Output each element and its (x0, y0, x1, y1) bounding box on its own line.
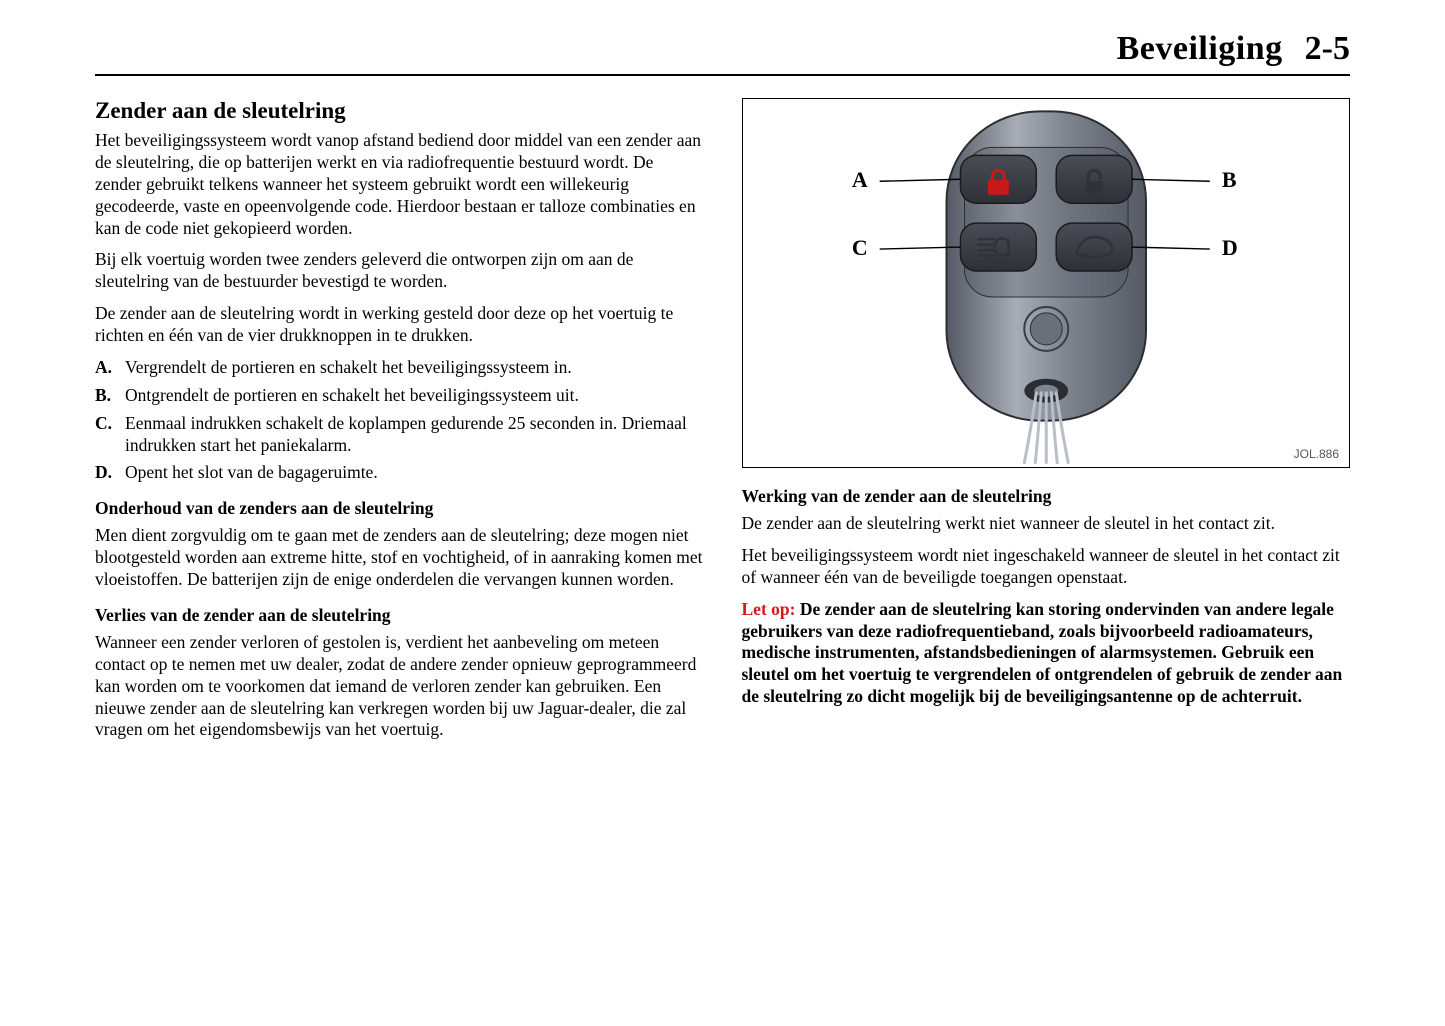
section-heading: Zender aan de sleutelring (95, 98, 704, 124)
warning-body-text: De zender aan de sleutelring kan storing… (742, 599, 1343, 707)
subhead-maintenance: Onderhoud van de zenders aan de sleutelr… (95, 498, 704, 519)
keyfob-svg: A B C D (743, 99, 1350, 467)
intro-paragraph-3: De zender aan de sleutelring wordt in we… (95, 303, 704, 347)
svg-text:B: B (1221, 167, 1236, 192)
maintenance-body: Men dient zorgvuldig om te gaan met de z… (95, 525, 704, 591)
page-header: Beveiliging 2-5 (95, 30, 1350, 76)
list-item-b: B. Ontgrendelt de portieren en schakelt … (95, 385, 704, 407)
header-page-number: 2-5 (1305, 30, 1350, 67)
list-text-a: Vergrendelt de portieren en schakelt het… (125, 357, 572, 379)
list-label-b: B. (95, 385, 125, 407)
list-text-d: Opent het slot van de bagageruimte. (125, 462, 378, 484)
svg-text:C: C (851, 235, 867, 260)
button-function-list: A. Vergrendelt de portieren en schakelt … (95, 357, 704, 484)
warning-label: Let op: (742, 599, 796, 619)
svg-text:D: D (1221, 235, 1237, 260)
list-text-c: Eenmaal indrukken schakelt de koplampen … (125, 413, 704, 457)
operation-p1: De zender aan de sleutelring werkt niet … (742, 513, 1351, 535)
intro-paragraph-2: Bij elk voertuig worden twee zenders gel… (95, 249, 704, 293)
operation-p2: Het beveiligingssysteem wordt niet inges… (742, 545, 1351, 589)
keyfob-figure: A B C D JOL.886 (742, 98, 1351, 468)
subhead-loss: Verlies van de zender aan de sleutelring (95, 605, 704, 626)
subhead-operation: Werking van de zender aan de sleutelring (742, 486, 1351, 507)
right-column: A B C D JOL.886 Werking van de zender aan d… (742, 98, 1351, 751)
content-columns: Zender aan de sleutelring Het beveiligin… (95, 98, 1350, 751)
list-text-b: Ontgrendelt de portieren en schakelt het… (125, 385, 579, 407)
list-label-d: D. (95, 462, 125, 484)
left-column: Zender aan de sleutelring Het beveiligin… (95, 98, 704, 751)
header-title: Beveiliging (1117, 30, 1283, 67)
warning-paragraph: Let op: De zender aan de sleutelring kan… (742, 599, 1351, 708)
svg-text:A: A (851, 167, 867, 192)
figure-caption: JOL.886 (1294, 447, 1339, 461)
loss-body: Wanneer een zender verloren of gestolen … (95, 632, 704, 741)
list-item-d: D. Opent het slot van de bagageruimte. (95, 462, 704, 484)
list-item-c: C. Eenmaal indrukken schakelt de koplamp… (95, 413, 704, 457)
list-label-a: A. (95, 357, 125, 379)
list-item-a: A. Vergrendelt de portieren en schakelt … (95, 357, 704, 379)
intro-paragraph-1: Het beveiligingssysteem wordt vanop afst… (95, 130, 704, 239)
page: Beveiliging 2-5 Zender aan de sleutelrin… (0, 0, 1445, 791)
list-label-c: C. (95, 413, 125, 457)
